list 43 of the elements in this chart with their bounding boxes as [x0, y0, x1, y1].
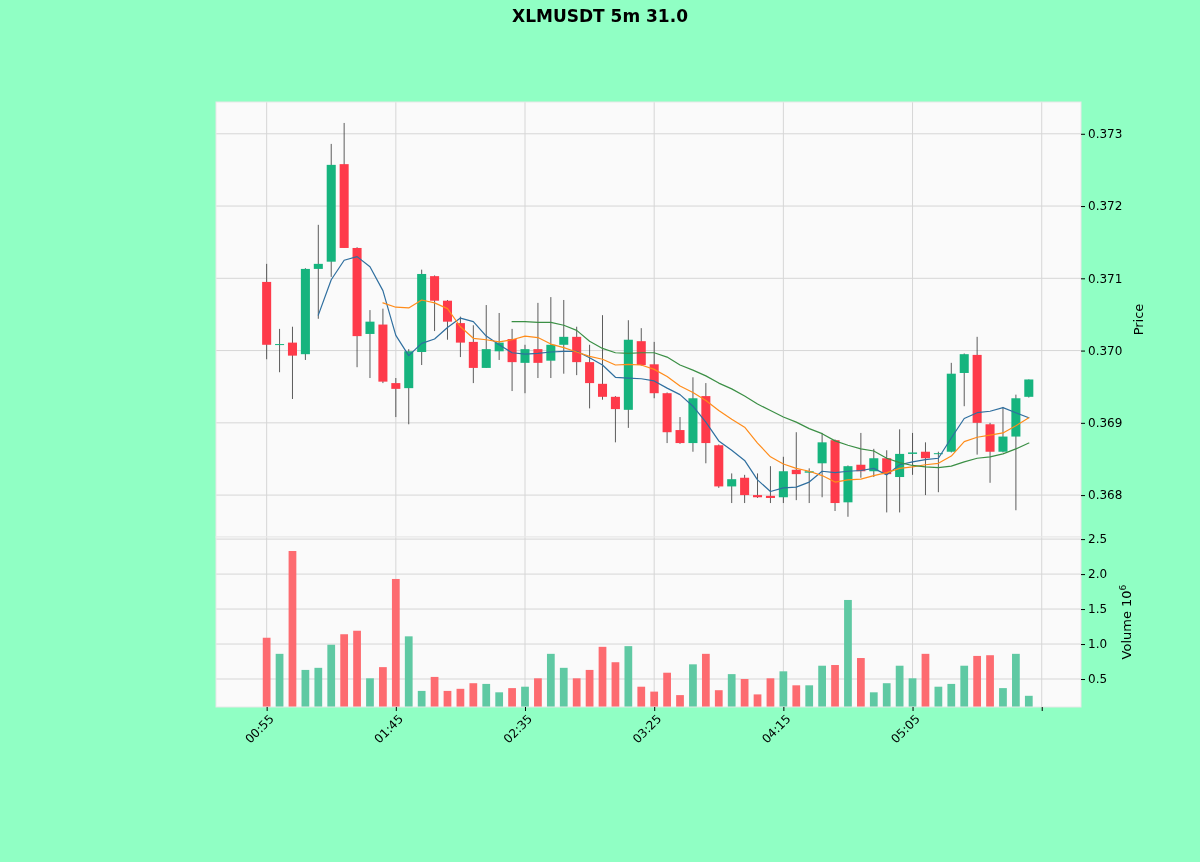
candlestick [313, 224, 323, 320]
y-tick-label: 0.372 [1088, 199, 1123, 214]
candlestick [765, 465, 775, 504]
candlestick [959, 353, 969, 407]
candlestick [920, 441, 930, 496]
candlestick [675, 416, 685, 445]
candlestick [597, 314, 608, 401]
y-tick-label: 2.5 [1088, 532, 1108, 547]
candlestick [391, 377, 401, 418]
candlestick [610, 395, 620, 443]
candlestick [740, 474, 750, 504]
candlestick [559, 299, 569, 375]
candlestick [365, 309, 375, 379]
y-tick-label: 0.371 [1088, 271, 1123, 286]
candlestick [753, 473, 763, 499]
candlestick [287, 326, 297, 400]
y-tick-label: 2.0 [1088, 567, 1108, 582]
candlestick [585, 344, 595, 409]
line-series [317, 256, 1030, 493]
y-axis-title: Price [1131, 303, 1146, 336]
candlestick [636, 327, 646, 367]
candlestick [908, 432, 918, 476]
y-tick-label: 0.373 [1088, 127, 1123, 142]
candlestick [275, 328, 285, 373]
y-tick-label: 0.5 [1088, 672, 1108, 687]
candlestick [727, 473, 737, 504]
candlestick [481, 304, 491, 369]
candlestick [455, 316, 465, 358]
candlestick [998, 406, 1008, 453]
candlestick [533, 302, 543, 379]
candlestick [442, 299, 453, 341]
candlestick [817, 432, 827, 498]
candlestick [791, 431, 801, 501]
candlestick [1024, 379, 1034, 398]
chart-title: XLMUSDT 5m 31.0 [512, 6, 689, 26]
y-tick-label: 0.369 [1088, 416, 1123, 431]
y-tick-label: 0.370 [1088, 343, 1123, 358]
y-tick-label: 1.0 [1088, 637, 1108, 652]
candlestick [520, 344, 530, 394]
y-tick-label: 0.368 [1088, 488, 1123, 503]
y-tick-label: 1.5 [1088, 602, 1108, 617]
candlestick [546, 296, 556, 379]
line-series [382, 299, 1030, 483]
